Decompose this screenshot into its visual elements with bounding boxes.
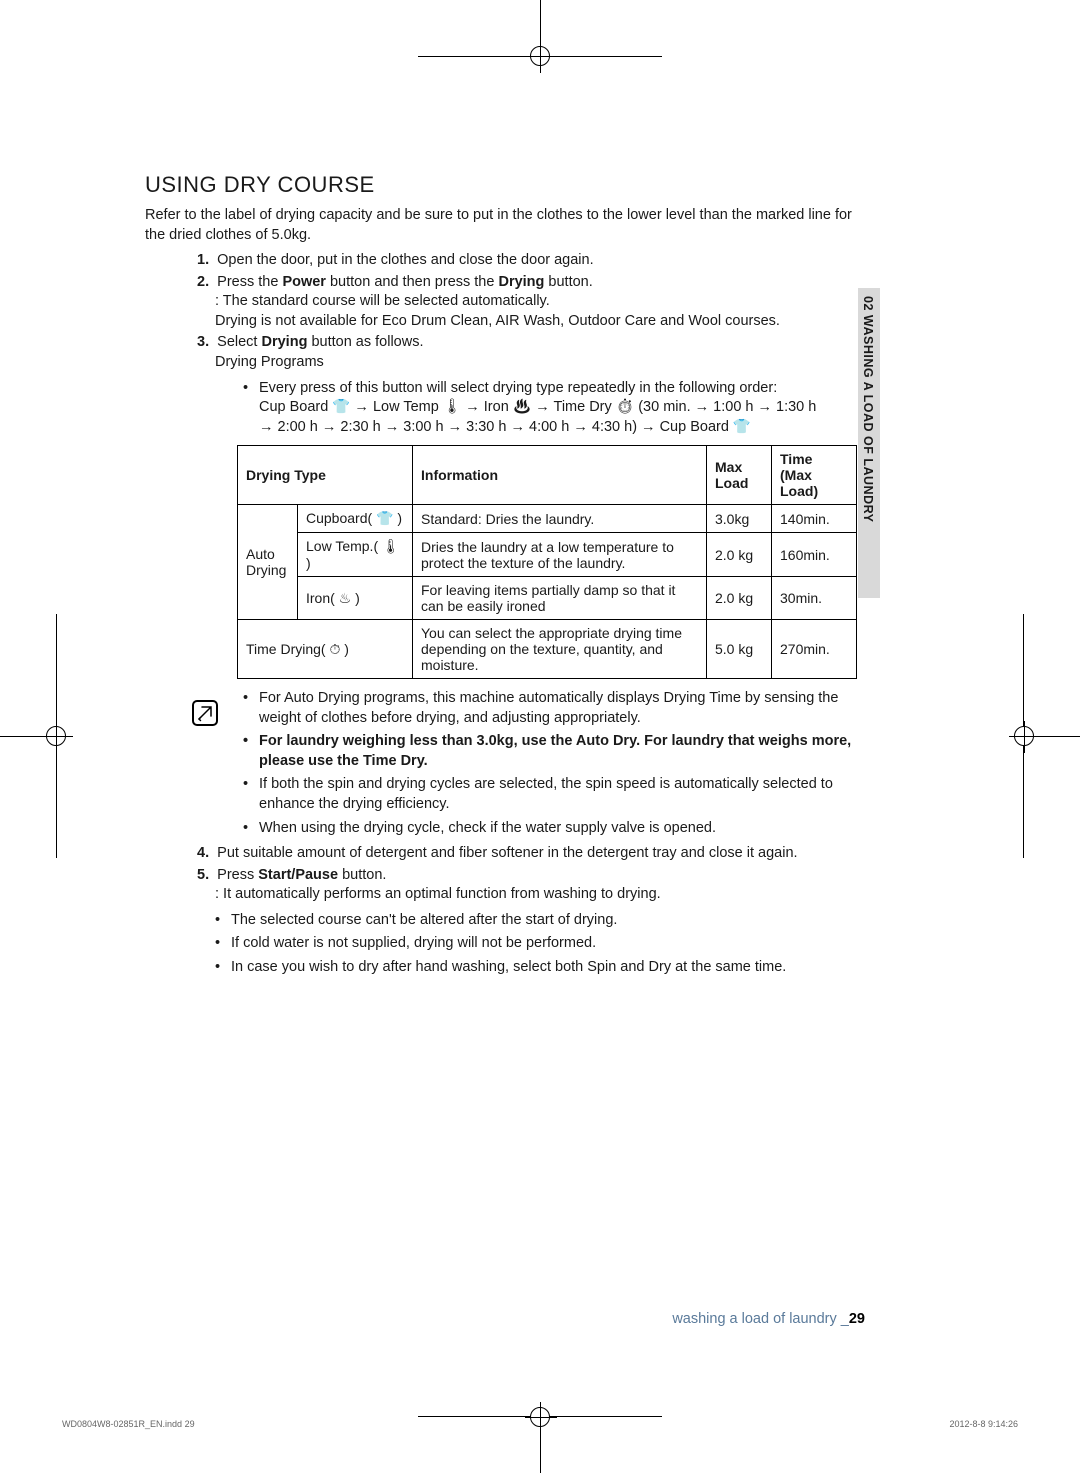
step-4-text: Put suitable amount of detergent and fib… — [217, 845, 797, 861]
auto-drying-label: Auto Drying — [238, 505, 298, 620]
note-icon — [192, 700, 218, 726]
steps-list: 1. Open the door, put in the clothes and… — [145, 251, 865, 372]
note-4: When using the drying cycle, check if th… — [243, 819, 865, 839]
row-name: Iron( ♨ ) — [298, 577, 413, 620]
step-2-sub2: Drying is not available for Eco Drum Cle… — [197, 312, 865, 332]
step-3b: Drying — [262, 334, 308, 350]
note-3: If both the spin and drying cycles are s… — [243, 775, 865, 814]
step-2a: Press the — [217, 274, 282, 290]
step-5c: button. — [338, 867, 386, 883]
step-4: 4. Put suitable amount of detergent and … — [197, 844, 865, 864]
step-5: 5. Press Start/Pause button. : It automa… — [197, 866, 865, 978]
row-info: For leaving items partially damp so that… — [413, 577, 707, 620]
step-5-sub1: : It automatically performs an optimal f… — [197, 885, 865, 905]
step-5-b2: If cold water is not supplied, drying wi… — [215, 934, 865, 954]
step-5b: Start/Pause — [258, 867, 338, 883]
row-name: Low Temp.( 🌡 ) — [298, 533, 413, 577]
order-bullet-text: Every press of this button will select d… — [259, 380, 777, 396]
step-3: 3. Select Drying button as follows. Dryi… — [197, 333, 865, 372]
table-row: Time Drying( ⏱ ) You can select the appr… — [238, 620, 857, 679]
table-row: Low Temp.( 🌡 ) Dries the laundry at a lo… — [238, 533, 857, 577]
step-2d: Drying — [498, 274, 544, 290]
row-load: 2.0 kg — [707, 533, 772, 577]
th-info: Information — [413, 446, 707, 505]
th-drying-type: Drying Type — [238, 446, 413, 505]
row-time: 30min. — [772, 577, 857, 620]
th-time: Time (Max Load) — [772, 446, 857, 505]
print-meta-left: WD0804W8-02851R_EN.indd 29 — [62, 1419, 195, 1429]
step-2: 2. Press the Power button and then press… — [197, 273, 865, 332]
order-line-2: → 2:00 h → 2:30 h → 3:00 h → 3:30 h → 4:… — [259, 418, 865, 438]
step-2-sub1: : The standard course will be selected a… — [197, 292, 865, 312]
th-max-load: Max Load — [707, 446, 772, 505]
table-row: Iron( ♨ ) For leaving items partially da… — [238, 577, 857, 620]
time-drying-name: Time Drying( ⏱ ) — [238, 620, 413, 679]
row-name: Cupboard( 👕 ) — [298, 505, 413, 533]
steps-list-cont: 4. Put suitable amount of detergent and … — [145, 844, 865, 977]
table-header-row: Drying Type Information Max Load Time (M… — [238, 446, 857, 505]
order-line-1: Cup Board 👕 → Low Temp 🌡 → Iron ♨ → Time… — [259, 398, 865, 418]
step-3a: Select — [217, 334, 261, 350]
row-load: 3.0kg — [707, 505, 772, 533]
step-2c: button and then press the — [326, 274, 499, 290]
step-5a: Press — [217, 867, 258, 883]
step-1-text: Open the door, put in the clothes and cl… — [217, 252, 593, 268]
time-drying-info: You can select the appropriate drying ti… — [413, 620, 707, 679]
step-3c: button as follows. — [307, 334, 423, 350]
step-1: 1. Open the door, put in the clothes and… — [197, 251, 865, 271]
step-2b: Power — [282, 274, 326, 290]
step-5-bullets: The selected course can't be altered aft… — [197, 911, 865, 978]
step-3-sub1: Drying Programs — [197, 353, 865, 373]
time-drying-time: 270min. — [772, 620, 857, 679]
page-content: USING DRY COURSE Refer to the label of d… — [145, 172, 865, 984]
page-footer: washing a load of laundry _29 — [145, 1311, 865, 1327]
row-load: 2.0 kg — [707, 577, 772, 620]
print-meta-right: 2012-8-8 9:14:26 — [949, 1419, 1018, 1429]
notes-list: For Auto Drying programs, this machine a… — [145, 689, 865, 838]
order-bullet: Every press of this button will select d… — [243, 379, 865, 438]
drying-order-bullet: Every press of this button will select d… — [145, 379, 865, 438]
row-info: Dries the laundry at a low temperature t… — [413, 533, 707, 577]
row-time: 140min. — [772, 505, 857, 533]
note-1: For Auto Drying programs, this machine a… — [243, 689, 865, 728]
footer-page: 29 — [849, 1311, 865, 1327]
drying-table: Drying Type Information Max Load Time (M… — [237, 445, 857, 679]
table-row: Auto Drying Cupboard( 👕 ) Standard: Drie… — [238, 505, 857, 533]
note-2: For laundry weighing less than 3.0kg, us… — [243, 732, 865, 771]
footer-label: washing a load of laundry _ — [672, 1311, 849, 1327]
step-2e: button. — [544, 274, 592, 290]
section-title: USING DRY COURSE — [145, 172, 865, 198]
step-5-b3: In case you wish to dry after hand washi… — [215, 958, 865, 978]
intro-text: Refer to the label of drying capacity an… — [145, 206, 865, 245]
step-5-b1: The selected course can't be altered aft… — [215, 911, 865, 931]
row-time: 160min. — [772, 533, 857, 577]
row-info: Standard: Dries the laundry. — [413, 505, 707, 533]
time-drying-load: 5.0 kg — [707, 620, 772, 679]
